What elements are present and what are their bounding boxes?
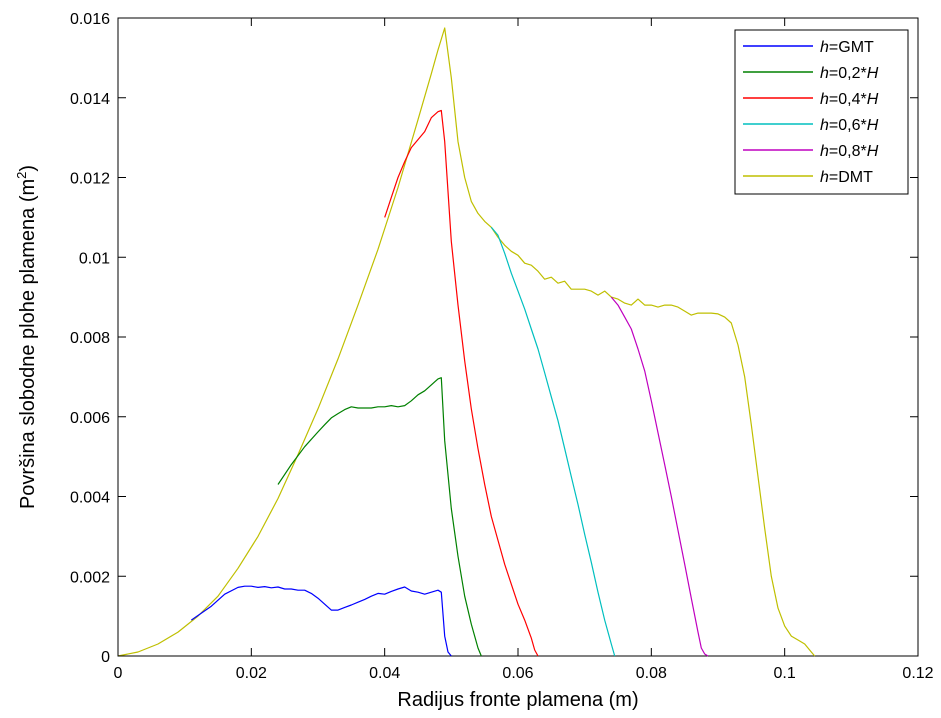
legend-label-italic: h [820,143,829,160]
legend-label-italic: h [820,65,829,82]
legend-label-4: h=0,8*H [820,143,879,160]
legend-label-italic: h [820,169,829,186]
x-tick-label: 0.12 [902,665,933,682]
series-line-5 [117,27,816,657]
series-layer [117,27,816,657]
legend-label-italic: h [820,39,829,56]
y-tick-label: 0.004 [70,490,110,507]
legend-label-text: =0,2* [829,65,867,82]
legend-label-suffix: H [867,91,879,108]
x-tick-label: 0.02 [236,665,267,682]
legend-box [734,29,909,195]
legend-label-italic: h [820,117,829,134]
legend-label-0: h=GMT [820,39,874,56]
legend-label-text: =0,8* [829,143,867,160]
series-line-3 [490,226,616,657]
tick-layer: 0 0.02 0.04 0.06 0.08 0.1 0.12 0 0.002 0.004 0.006… [70,11,934,682]
series-line-1 [277,377,482,657]
series-line-4 [610,296,709,657]
legend-label-text: =0,6* [829,117,867,134]
legend-label-5: h=DMT [820,169,873,186]
legend-label-suffix: H [867,117,879,134]
y-tick-label: 0.016 [70,11,110,28]
series-line-0 [190,585,452,657]
y-tick-label: 0.012 [70,171,110,188]
x-axis-label: Radijus fronte plamena (m) [397,689,638,711]
legend-label-italic: h [820,91,829,108]
x-tick-label: 0.1 [774,665,796,682]
y-axis-label: Površina slobodne plohe plamena (m2) [14,165,39,509]
x-tick-label: 0.04 [369,665,400,682]
legend-label-suffix: H [867,143,879,160]
x-tick-label: 0.08 [636,665,667,682]
y-tick-label: 0.002 [70,569,110,586]
legend-label-text: =GMT [829,39,874,56]
legend-label-text: =0,4* [829,91,867,108]
series-line-2 [384,109,539,657]
y-tick-label: 0.014 [70,91,110,108]
x-tick-label: 0.06 [502,665,533,682]
legend-label-3: h=0,6*H [820,117,879,134]
legend-label-2: h=0,4*H [820,91,879,108]
legend-label-suffix: H [867,65,879,82]
x-tick-label: 0 [114,665,123,682]
y-tick-label: 0.01 [79,250,110,267]
legend-label-text: =DMT [829,169,873,186]
legend-label-1: h=0,2*H [820,65,879,82]
y-axis-label-main: Površina slobodne plohe plamena (m [17,179,39,509]
y-tick-label: 0.008 [70,330,110,347]
y-axis-label-superscript: 2 [14,172,29,179]
y-tick-label: 0.006 [70,410,110,427]
y-tick-label: 0 [101,649,110,666]
y-axis-label-end: ) [17,165,39,172]
